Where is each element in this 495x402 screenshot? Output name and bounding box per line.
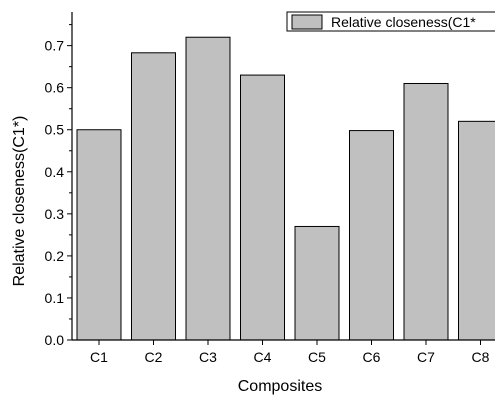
y-tick-label: 0.6 <box>45 80 65 96</box>
bar-c2 <box>132 53 176 340</box>
y-tick-label: 0.3 <box>45 206 65 222</box>
legend-label: Relative closeness(C1* <box>331 14 476 30</box>
bars-layer <box>77 37 495 340</box>
x-tick-label-c8: C8 <box>472 349 490 365</box>
legend-swatch <box>292 15 322 29</box>
legend: Relative closeness(C1* <box>287 12 495 31</box>
bar-c8 <box>459 121 495 340</box>
bar-c4 <box>241 75 285 340</box>
y-tick-label: 0.4 <box>45 164 65 180</box>
x-tick-label-c5: C5 <box>308 349 326 365</box>
x-tick-label-c1: C1 <box>90 349 108 365</box>
y-tick-label: 0.1 <box>45 290 65 306</box>
bar-c3 <box>186 37 230 340</box>
y-tick-label: 0.5 <box>45 122 65 138</box>
bar-c1 <box>77 130 121 340</box>
x-tick-label-c2: C2 <box>145 349 163 365</box>
y-axis-title: Relative closeness(C1*) <box>11 116 28 287</box>
bar-c7 <box>404 83 448 340</box>
x-tick-label-c6: C6 <box>363 349 381 365</box>
x-axis-title: Composites <box>238 378 322 395</box>
x-tick-label-c3: C3 <box>199 349 217 365</box>
x-tick-label-c4: C4 <box>254 349 272 365</box>
y-tick-label: 0.0 <box>45 332 65 348</box>
y-tick-label: 0.7 <box>45 38 65 54</box>
bar-c6 <box>350 131 394 340</box>
x-tick-label-c7: C7 <box>417 349 435 365</box>
bar-c5 <box>295 226 339 340</box>
y-tick-label: 0.2 <box>45 248 65 264</box>
